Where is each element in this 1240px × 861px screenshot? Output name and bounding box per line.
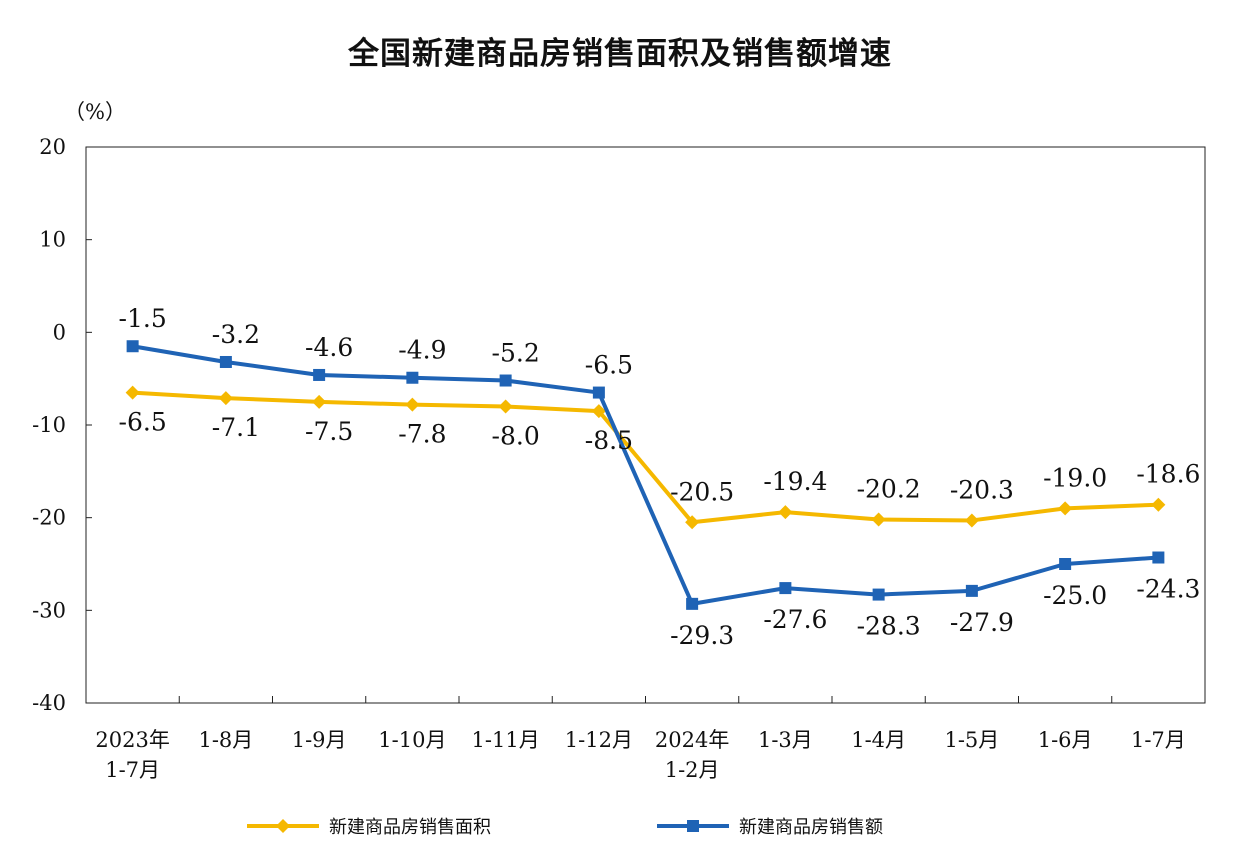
legend-item-area: 新建商品房销售面积 — [245, 813, 491, 839]
chart-title: 全国新建商品房销售面积及销售额增速 — [348, 36, 892, 72]
data-label-sales: -6.5 — [585, 351, 633, 380]
data-label-sales: -3.2 — [212, 320, 260, 349]
data-point-sales — [592, 386, 605, 399]
legend-sales-swatch-icon — [657, 820, 729, 832]
data-point-area — [1151, 497, 1166, 512]
data-label-sales: -5.2 — [492, 339, 540, 368]
data-point-area — [312, 394, 327, 409]
data-point-area — [591, 404, 606, 419]
data-label-sales: -29.3 — [670, 621, 734, 650]
data-label-sales: -4.9 — [398, 336, 446, 365]
data-point-sales — [1152, 551, 1165, 564]
data-point-area — [685, 515, 700, 530]
data-point-sales — [779, 582, 792, 595]
data-label-area: -20.2 — [857, 475, 921, 504]
data-label-area: -20.3 — [950, 475, 1014, 504]
data-point-area — [218, 391, 233, 406]
series-line-sales — [132, 344, 1159, 606]
data-point-sales — [499, 374, 512, 387]
y-tick-label: -10 — [32, 413, 66, 437]
x-tick-label: 1-11月 — [472, 728, 540, 752]
data-label-area: -6.5 — [119, 408, 167, 437]
data-label-area: -7.8 — [398, 420, 446, 449]
data-label-sales: -28.3 — [857, 612, 921, 641]
series-line-area — [132, 390, 1159, 525]
data-point-area — [125, 385, 140, 400]
x-tick-label: 1-4月 — [851, 728, 906, 752]
y-tick-label: -20 — [32, 506, 66, 530]
legend-item-sales: 新建商品房销售额 — [655, 813, 883, 839]
y-tick-label: -40 — [32, 691, 66, 715]
x-tick-label: 1-9月 — [292, 728, 347, 752]
data-label-sales: -24.3 — [1136, 575, 1200, 604]
data-label-sales: -25.0 — [1043, 581, 1107, 610]
data-label-area: -19.4 — [763, 467, 827, 496]
x-tick-label: 1-5月 — [944, 728, 999, 752]
data-point-sales — [686, 597, 699, 610]
x-tick-label: 2023年 — [95, 728, 169, 752]
data-label-sales: -1.5 — [119, 304, 167, 333]
x-tick-label: 1-8月 — [198, 728, 253, 752]
data-label-sales: -4.6 — [305, 333, 353, 362]
data-point-sales — [219, 355, 232, 368]
y-axis-unit-label: （%） — [64, 100, 126, 124]
x-tick-label: 1-2月 — [665, 758, 720, 782]
data-point-area — [498, 399, 513, 414]
data-label-area: -8.0 — [492, 421, 540, 450]
legend-area-label: 新建商品房销售面积 — [329, 817, 491, 838]
data-label-area: -7.5 — [305, 417, 353, 446]
data-point-sales — [1059, 558, 1072, 570]
y-tick-label: -30 — [32, 598, 66, 622]
data-point-area — [1058, 501, 1073, 516]
legend-area-swatch-icon — [247, 819, 319, 833]
x-tick-label: 1-7月 — [105, 758, 160, 782]
x-tick-label: 1-12月 — [565, 728, 633, 752]
data-point-area — [964, 513, 979, 528]
data-point-sales — [313, 368, 326, 381]
y-tick-label: 0 — [53, 320, 66, 344]
x-tick-label: 1-6月 — [1038, 728, 1093, 752]
legend-sales-label: 新建商品房销售额 — [739, 817, 883, 838]
data-label-area: -18.6 — [1136, 460, 1200, 489]
data-point-sales — [872, 588, 885, 601]
data-point-area — [405, 397, 420, 412]
data-point-sales — [965, 584, 978, 597]
x-tick-label: 1-10月 — [378, 728, 446, 752]
data-point-area — [778, 505, 793, 520]
x-tick-label: 1-3月 — [758, 728, 813, 752]
data-point-sales — [406, 371, 419, 384]
x-tick-label: 2024年 — [655, 728, 729, 752]
data-label-area: -20.5 — [670, 477, 734, 506]
data-label-sales: -27.6 — [763, 605, 827, 634]
x-tick-label: 1-7月 — [1131, 728, 1186, 752]
y-tick-label: 10 — [39, 228, 66, 252]
data-label-area: -7.1 — [212, 413, 260, 442]
y-tick-label: 20 — [39, 135, 66, 159]
data-label-area: -8.5 — [585, 426, 633, 455]
data-label-area: -19.0 — [1043, 463, 1107, 492]
data-label-sales: -27.9 — [950, 608, 1014, 637]
data-point-area — [871, 512, 886, 527]
data-point-sales — [126, 340, 139, 353]
